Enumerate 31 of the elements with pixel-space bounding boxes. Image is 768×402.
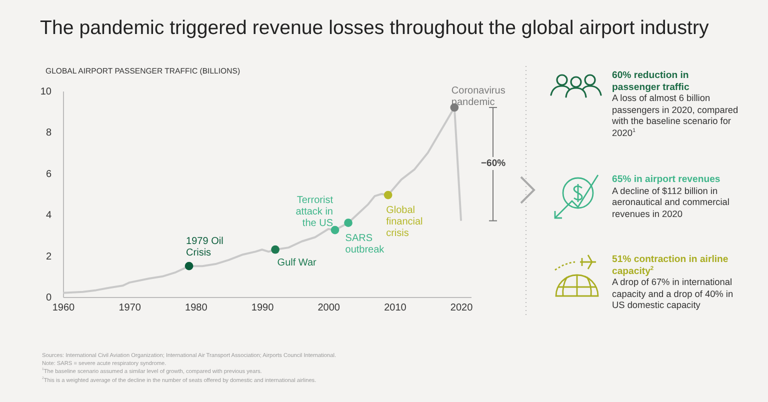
x-tick-label: 1980 bbox=[185, 302, 208, 314]
x-tick-label: 1970 bbox=[118, 302, 142, 314]
text: 60% reduction in passenger traffic bbox=[612, 70, 690, 93]
y-tick-label: 2 bbox=[46, 251, 52, 262]
x-tick-label: 1990 bbox=[251, 302, 274, 314]
annotation: Terrorist attack in the US bbox=[296, 195, 334, 230]
y-tick-label: 0 bbox=[46, 292, 52, 304]
point bbox=[384, 190, 392, 200]
text: 51% contraction in airline capacity$^{2}$ bbox=[612, 254, 730, 277]
annotation: 1979 Oil Crisis bbox=[186, 236, 224, 259]
annotation: Global financial crisis bbox=[386, 205, 423, 240]
text: A decline of $112 billion in aeronautical and commercial revenues in 2020 bbox=[612, 186, 730, 220]
text: −60% bbox=[481, 157, 506, 170]
y-tick-label: 10 bbox=[40, 86, 52, 98]
y-tick-label: 8 bbox=[46, 128, 52, 139]
x-tick-label: 2000 bbox=[318, 302, 340, 314]
text: A loss of almost 6 billion passengers in 2020, compared with the baseline scenario for 2020$^{1}$ bbox=[612, 93, 740, 139]
annotation: SARS outbreak bbox=[345, 232, 386, 256]
text: 65% in airport revenues bbox=[612, 174, 722, 186]
chart-title: The pandemic triggered revenue losses throughout the global airport industry bbox=[40, 17, 709, 40]
x-tick-label: 1960 bbox=[52, 302, 76, 314]
point bbox=[344, 218, 352, 228]
x-tick-label: 2010 bbox=[384, 302, 407, 314]
x-tick-label: 2020 bbox=[450, 302, 474, 314]
point bbox=[184, 262, 194, 270]
point bbox=[330, 226, 340, 234]
y-tick-label: 6 bbox=[46, 168, 52, 180]
text: A drop of 67% in international capacity and a drop of 40% in US domestic capacity bbox=[612, 277, 734, 312]
annotation: Gulf War bbox=[277, 258, 318, 269]
point bbox=[271, 245, 280, 254]
y-tick-label: 4 bbox=[46, 210, 52, 222]
